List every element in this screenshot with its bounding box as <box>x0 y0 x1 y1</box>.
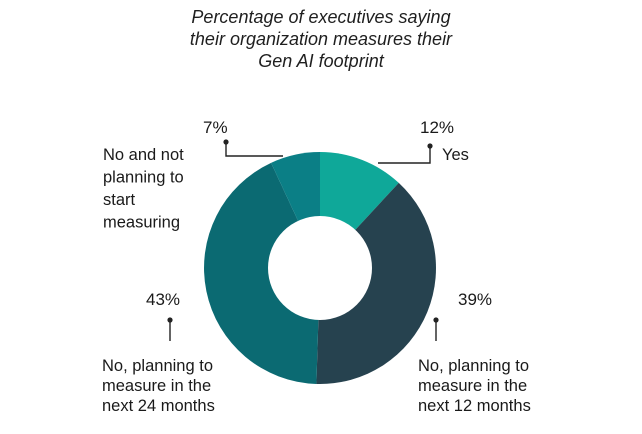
category-label-not-line-2: planning to <box>103 169 184 187</box>
chart-title-line-3: Gen AI footprint <box>258 51 384 71</box>
value-label-not: 7% <box>203 118 228 137</box>
category-label-24m-line-2: measure in the <box>102 377 211 395</box>
category-label-12m-line-2: measure in the <box>418 377 527 395</box>
category-label-12m-line-3: next 12 months <box>418 397 531 415</box>
value-label-24m: 43% <box>146 290 180 309</box>
leader-dot-not <box>223 139 229 145</box>
chart-title: Percentage of executives saying their or… <box>0 6 642 72</box>
category-label-not-line-1: No and not <box>103 146 184 164</box>
leader-dot-24m <box>167 317 173 323</box>
category-label-24m-line-1: No, planning to <box>102 357 213 375</box>
leader-dot-yes <box>427 143 433 149</box>
category-label-yes-line-1: Yes <box>442 146 469 164</box>
category-label-not-line-3: start <box>103 191 136 209</box>
donut-hole <box>268 216 372 320</box>
category-label-12m-line-1: No, planning to <box>418 357 529 375</box>
slice-24m <box>204 162 320 384</box>
slice-12m <box>316 182 436 384</box>
category-label-24m-line-3: next 24 months <box>102 397 215 415</box>
value-label-12m: 39% <box>458 290 492 309</box>
leader-line-yes <box>378 146 431 164</box>
leader-line-not <box>225 142 283 157</box>
value-label-yes: 12% <box>420 118 454 137</box>
chart-title-line-1: Percentage of executives saying <box>191 7 451 27</box>
slice-annotations: 12% Yes 39% No, planning to measure in the ne… <box>102 118 531 415</box>
category-label-not-line-4: measuring <box>103 214 180 232</box>
chart-title-line-2: their organization measures their <box>189 29 453 49</box>
leader-dot-12m <box>433 317 439 323</box>
